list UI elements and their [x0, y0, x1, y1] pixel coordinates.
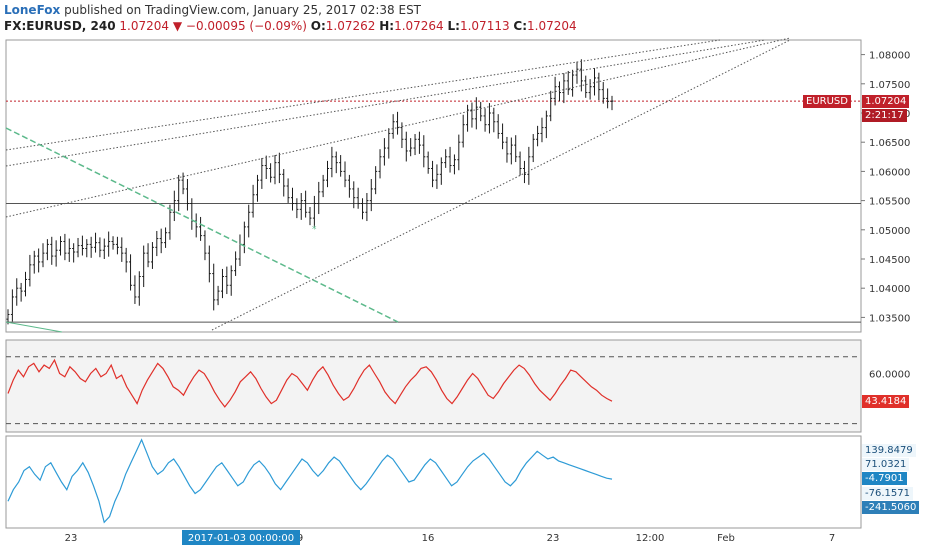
change-value: −0.00095 (−0.09%): [185, 19, 307, 33]
price-tick-label: 1.04000: [869, 284, 910, 295]
chart-header: LoneFox published on TradingView.com, Ja…: [4, 2, 904, 38]
publish-info: published on TradingView.com, January 25…: [64, 3, 422, 17]
trend-line: [5, 37, 791, 218]
cci-axis-tag: -241.5060: [862, 501, 920, 514]
high-label: H:: [379, 19, 395, 33]
price-pane: [5, 39, 862, 333]
cci-line: [7, 438, 613, 524]
time-tick-label: Feb: [717, 533, 735, 544]
cci-pane: [5, 435, 862, 529]
time-tick-label: 23: [65, 533, 78, 544]
cci-axis-tag: -76.1571: [862, 487, 913, 500]
rsi-line: [7, 358, 613, 408]
time-tick-label: 7: [829, 533, 835, 544]
cci-axis-tag: -4.7901: [862, 472, 907, 485]
price-tick-label: 1.07500: [869, 80, 910, 91]
close-label: C:: [513, 19, 528, 33]
price-tick-label: 1.06500: [869, 138, 910, 149]
price-tick-label: 1.05000: [869, 226, 910, 237]
last-price: 1.07204: [119, 19, 170, 33]
candles: [6, 59, 614, 325]
ohlc-line: FX:EURUSD, 240 1.07204 ▼ −0.00095 (−0.09…: [4, 18, 904, 34]
time-tick-label: 12:00: [636, 533, 665, 544]
low-value: 1.07113: [459, 19, 510, 33]
trend-line: [5, 39, 766, 167]
down-triangle-icon: ▼: [172, 19, 183, 33]
symbol-price-tag: EURUSD: [803, 95, 851, 109]
high-value: 1.07264: [394, 19, 444, 33]
trend-line: [211, 39, 791, 331]
rsi-value-tag: 43.4184: [862, 395, 910, 408]
price-tick-label: 1.03500: [869, 313, 910, 324]
cci-axis-tag: 71.0321: [862, 458, 910, 471]
time-tick-label: 16: [422, 533, 435, 544]
cci-axis-tag: 139.8479: [862, 444, 916, 457]
price-tick-label: 1.04500: [869, 255, 910, 266]
time-tick-label: 23: [547, 533, 560, 544]
last-price-tag: 1.07204: [862, 95, 910, 109]
trend-line: [5, 39, 721, 151]
price-tick-label: 1.05500: [869, 197, 910, 208]
symbol-label[interactable]: FX:EURUSD, 240: [4, 19, 116, 33]
publish-line: LoneFox published on TradingView.com, Ja…: [4, 2, 904, 18]
price-tick-label: 1.06000: [869, 167, 910, 178]
open-label: O:: [310, 19, 326, 33]
rsi-tick-label: 60.0000: [869, 369, 910, 380]
open-value: 1.07262: [325, 19, 376, 33]
green-trend-line: [5, 321, 63, 333]
low-label: L:: [447, 19, 460, 33]
green-trend-line: [5, 127, 399, 323]
marker-star: *: [312, 225, 317, 235]
close-value: 1.07204: [527, 19, 577, 33]
crosshair-time-tag: [182, 530, 300, 545]
price-tick-label: 1.08000: [869, 51, 910, 62]
author-link[interactable]: LoneFox: [4, 3, 61, 17]
rsi-pane: [5, 339, 862, 433]
countdown-tag: 2:21:17: [862, 109, 907, 123]
crosshair-time-label: 2017-01-03 00:00:00: [188, 533, 294, 544]
